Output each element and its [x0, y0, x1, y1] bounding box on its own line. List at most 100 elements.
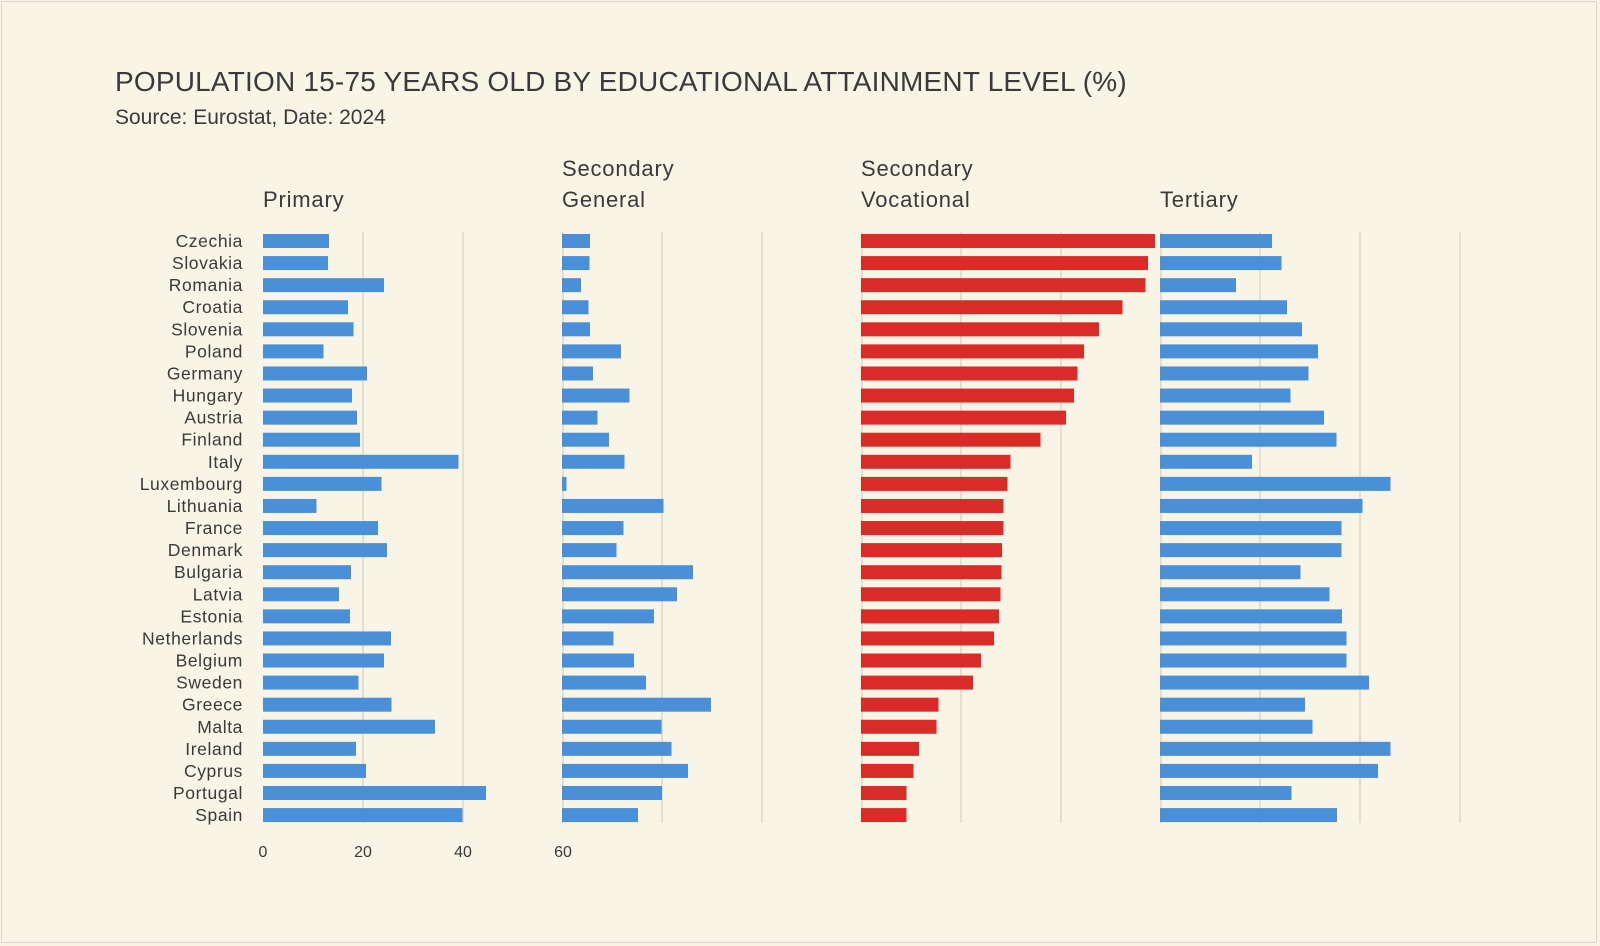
bar-tertiary-latvia: [1160, 587, 1330, 602]
category-label: Slovenia: [171, 319, 243, 339]
bar-primary-slovakia: [263, 256, 328, 271]
bar-tertiary-czechia: [1160, 234, 1272, 248]
bar-tertiary-romania: [1160, 278, 1236, 293]
bar-tertiary-italy: [1160, 454, 1252, 469]
bar-secondary-general-poland: [562, 344, 621, 359]
bar-primary-austria: [263, 410, 357, 425]
bar-secondary-general-hungary: [562, 388, 630, 403]
bar-secondary-general-lithuania: [562, 498, 664, 513]
bar-secondary-general-germany: [562, 366, 593, 381]
bar-secondary-vocational-germany: [861, 366, 1078, 381]
bar-secondary-vocational-spain: [861, 808, 907, 823]
x-tick-label: 60: [554, 844, 572, 861]
bar-secondary-general-france: [562, 521, 624, 536]
bar-secondary-vocational-lithuania: [861, 498, 1004, 513]
category-label: Romania: [169, 275, 243, 295]
bar-secondary-vocational-hungary: [861, 388, 1074, 403]
category-label: Greece: [182, 695, 243, 715]
bar-tertiary-luxembourg: [1160, 476, 1391, 491]
category-label: Poland: [185, 341, 243, 361]
bar-secondary-general-spain: [562, 808, 638, 823]
bar-primary-sweden: [263, 675, 359, 690]
category-label: Czechia: [176, 231, 243, 251]
bar-secondary-vocational-estonia: [861, 609, 999, 624]
bar-secondary-vocational-romania: [861, 278, 1146, 293]
category-label: Austria: [184, 408, 243, 428]
bar-primary-greece: [263, 697, 392, 712]
bar-tertiary-greece: [1160, 697, 1305, 712]
bar-secondary-general-portugal: [562, 786, 662, 800]
bar-secondary-general-czechia: [562, 234, 590, 248]
bar-tertiary-sweden: [1160, 675, 1369, 690]
panel-title-3: Secondary Vocational: [861, 156, 973, 212]
bar-tertiary-austria: [1160, 410, 1324, 425]
bar-secondary-vocational-slovenia: [861, 322, 1099, 337]
bar-secondary-general-romania: [562, 278, 581, 293]
bar-secondary-general-luxembourg: [562, 476, 567, 491]
x-axis-ticks: 0 20 40 60: [259, 844, 572, 861]
bar-tertiary-france: [1160, 521, 1342, 536]
bar-primary-germany: [263, 366, 367, 381]
bar-secondary-general-belgium: [562, 653, 634, 668]
bar-secondary-general-sweden: [562, 675, 646, 690]
bar-tertiary-estonia: [1160, 609, 1342, 624]
chart-subtitle: Source: Eurostat, Date: 2024: [115, 106, 386, 129]
category-label: Estonia: [180, 606, 243, 626]
bar-tertiary-denmark: [1160, 543, 1342, 558]
bar-secondary-vocational-bulgaria: [861, 565, 1002, 580]
bar-primary-luxembourg: [263, 476, 382, 491]
bar-tertiary-belgium: [1160, 653, 1347, 668]
category-label: Luxembourg: [140, 474, 243, 494]
category-label: Slovakia: [172, 253, 243, 273]
bar-primary-bulgaria: [263, 565, 351, 580]
bar-secondary-general-slovakia: [562, 256, 590, 271]
bars: [263, 234, 1391, 823]
bar-tertiary-hungary: [1160, 388, 1291, 403]
bar-primary-lithuania: [263, 498, 317, 513]
bar-secondary-general-austria: [562, 410, 598, 425]
bar-primary-belgium: [263, 653, 384, 668]
category-label: Croatia: [182, 297, 243, 317]
bar-secondary-general-italy: [562, 454, 625, 469]
bar-secondary-vocational-netherlands: [861, 631, 994, 646]
bar-secondary-general-croatia: [562, 300, 589, 315]
bar-tertiary-spain: [1160, 808, 1337, 823]
bar-secondary-vocational-italy: [861, 454, 1011, 469]
panel-title-4: Tertiary: [1160, 187, 1239, 212]
bar-secondary-vocational-czechia: [861, 234, 1155, 248]
bar-secondary-vocational-france: [861, 521, 1004, 536]
bar-tertiary-netherlands: [1160, 631, 1347, 646]
category-label: Hungary: [173, 386, 243, 406]
x-tick-label: 20: [354, 844, 372, 861]
bar-primary-ireland: [263, 741, 356, 756]
bar-secondary-general-finland: [562, 432, 609, 447]
bar-secondary-vocational-sweden: [861, 675, 973, 690]
panel-title-2: Secondary General: [562, 156, 674, 212]
bar-tertiary-malta: [1160, 719, 1313, 734]
category-label: France: [185, 518, 243, 538]
bar-secondary-vocational-portugal: [861, 786, 907, 800]
category-label: Lithuania: [167, 496, 243, 516]
bar-primary-latvia: [263, 587, 339, 602]
bar-secondary-general-ireland: [562, 741, 672, 756]
category-label: Spain: [195, 805, 243, 825]
category-labels: CzechiaSlovakiaRomaniaCroatiaSloveniaPol…: [140, 231, 243, 825]
bar-secondary-vocational-malta: [861, 719, 937, 734]
bar-tertiary-poland: [1160, 344, 1318, 359]
bar-tertiary-portugal: [1160, 786, 1292, 800]
bar-primary-italy: [263, 454, 459, 469]
x-tick-label: 0: [259, 844, 268, 861]
bar-tertiary-bulgaria: [1160, 565, 1301, 580]
bar-tertiary-croatia: [1160, 300, 1287, 315]
bar-primary-france: [263, 521, 378, 536]
category-label: Latvia: [193, 584, 243, 604]
bar-secondary-vocational-poland: [861, 344, 1084, 359]
bar-secondary-vocational-latvia: [861, 587, 1001, 602]
bar-primary-estonia: [263, 609, 350, 624]
bar-primary-slovenia: [263, 322, 354, 337]
bar-primary-hungary: [263, 388, 352, 403]
category-label: Finland: [181, 430, 243, 450]
x-tick-label: 40: [454, 844, 472, 861]
bar-secondary-general-cyprus: [562, 763, 688, 778]
